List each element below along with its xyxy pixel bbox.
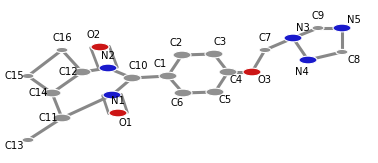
Text: N3: N3 xyxy=(296,23,310,33)
Circle shape xyxy=(259,47,271,53)
Text: O1: O1 xyxy=(119,118,133,128)
Circle shape xyxy=(206,88,224,96)
Circle shape xyxy=(174,89,192,97)
Text: N2: N2 xyxy=(101,51,115,61)
Text: C16: C16 xyxy=(52,33,72,43)
Circle shape xyxy=(91,43,109,51)
Circle shape xyxy=(73,68,91,76)
Circle shape xyxy=(205,50,223,58)
Text: N4: N4 xyxy=(295,67,309,77)
Circle shape xyxy=(91,43,109,51)
Text: C2: C2 xyxy=(169,38,183,48)
Text: C6: C6 xyxy=(170,98,184,108)
Text: N5: N5 xyxy=(347,15,361,25)
Circle shape xyxy=(299,56,317,64)
Circle shape xyxy=(109,109,127,117)
Text: O2: O2 xyxy=(87,30,101,40)
Text: C10: C10 xyxy=(128,61,148,71)
Circle shape xyxy=(173,51,191,59)
Text: C11: C11 xyxy=(38,113,58,123)
Circle shape xyxy=(109,109,127,117)
Circle shape xyxy=(284,34,302,42)
Circle shape xyxy=(56,47,68,53)
Text: C1: C1 xyxy=(153,59,167,69)
Text: C13: C13 xyxy=(4,141,24,151)
Text: C5: C5 xyxy=(218,95,232,105)
Text: O3: O3 xyxy=(257,75,271,85)
Circle shape xyxy=(22,137,34,143)
Circle shape xyxy=(219,68,237,76)
Circle shape xyxy=(336,49,348,55)
Text: C15: C15 xyxy=(4,71,24,81)
Circle shape xyxy=(99,64,117,72)
Circle shape xyxy=(333,24,351,32)
Text: C9: C9 xyxy=(311,11,325,21)
Circle shape xyxy=(312,25,324,31)
Text: C7: C7 xyxy=(259,33,272,43)
Text: C4: C4 xyxy=(229,75,243,85)
Circle shape xyxy=(243,68,261,76)
Text: C12: C12 xyxy=(58,67,78,77)
Text: C14: C14 xyxy=(28,88,48,98)
Circle shape xyxy=(43,89,61,97)
Circle shape xyxy=(159,72,177,80)
Circle shape xyxy=(103,91,121,99)
Circle shape xyxy=(123,74,141,82)
Circle shape xyxy=(22,73,34,79)
Circle shape xyxy=(53,114,71,122)
Text: C3: C3 xyxy=(214,37,226,47)
Text: N1: N1 xyxy=(111,96,125,106)
Text: C8: C8 xyxy=(347,55,361,65)
